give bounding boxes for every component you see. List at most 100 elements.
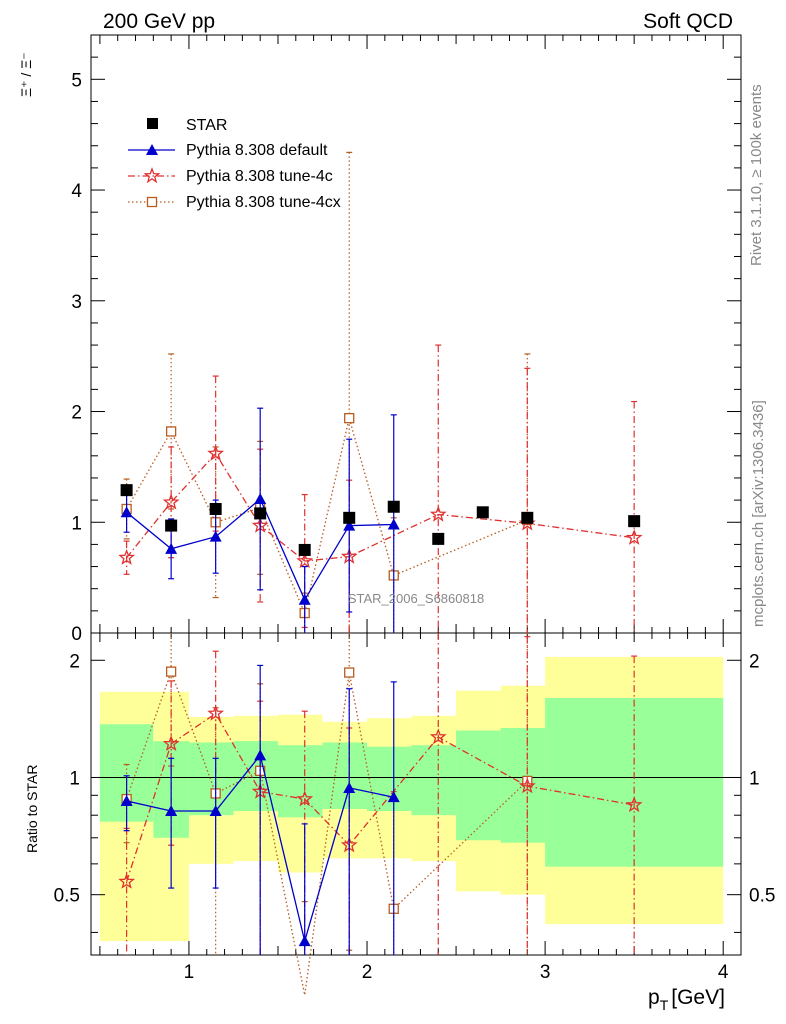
data-point (343, 519, 356, 531)
band-inner-bin (188, 742, 234, 816)
series-pythia-8-308-default (120, 664, 400, 955)
data-point (209, 805, 222, 817)
data-point (343, 511, 356, 524)
data-point (628, 515, 641, 528)
data-point (165, 426, 177, 437)
ratio-y-tick-label-right: 2 (749, 651, 760, 672)
data-point (162, 493, 180, 510)
data-point (343, 781, 356, 793)
band-inner-bin (277, 745, 323, 818)
data-point (118, 548, 136, 565)
data-point (344, 413, 355, 424)
x-tick-label: 4 (718, 962, 729, 983)
data-point (521, 511, 534, 524)
data-point (254, 507, 267, 520)
analysis-watermark: STAR_2006_S6860818 (348, 591, 484, 606)
axis-ticks (91, 34, 741, 955)
data-point (165, 519, 178, 532)
legend-label-star: STAR (186, 117, 227, 134)
ratio-y-tick-label-left: 1 (69, 768, 80, 789)
series-star (120, 484, 641, 556)
data-point (207, 704, 225, 721)
data-point (120, 506, 133, 518)
data-point (298, 935, 311, 947)
data-point (165, 542, 178, 554)
main-y-axis-label: Ξ⁺ / Ξ⁻ (18, 52, 34, 97)
ratio-y-tick-label-right: 0.5 (749, 886, 775, 907)
series-line (126, 452, 635, 562)
legend-marker-star (147, 118, 158, 129)
main-y-tick-label: 0 (71, 624, 82, 645)
data-point (625, 528, 643, 545)
ratio-y-tick-label-left: 0.5 (54, 886, 80, 907)
axis-tick-labels: 1 2 3 4 0 1 2 3 4 5 0.5 0.5 1 1 2 2 (54, 70, 776, 983)
series-pythia-8-308-default (120, 407, 400, 633)
data-point (432, 532, 445, 545)
main-y-tick-label: 1 (71, 513, 82, 534)
band-inner-bin (411, 745, 457, 816)
data-point (298, 543, 311, 556)
band-inner-bin (456, 730, 501, 841)
data-point (296, 552, 314, 569)
ratio-y-tick-label-right: 1 (749, 768, 760, 789)
rivet-version-label: Rivet 3.1.10, ≥ 100k events (748, 84, 765, 266)
data-point (165, 805, 178, 817)
data-point (518, 777, 536, 794)
data-point (207, 444, 225, 461)
data-point (387, 518, 400, 530)
data-point (296, 790, 314, 807)
x-tick-label: 2 (362, 962, 373, 983)
series-line (125, 669, 528, 996)
legend-label-tune4cx: Pythia 8.308 tune-4cx (186, 194, 341, 211)
data-point (429, 505, 447, 522)
data-point (165, 666, 177, 677)
data-point (298, 593, 311, 605)
data-point (209, 530, 222, 542)
legend-star-shape (143, 167, 161, 184)
legend-marker-default (146, 144, 158, 155)
main-y-tick-label: 4 (71, 181, 82, 202)
main-y-tick-label: 5 (71, 70, 82, 91)
legend-entry-tune4c: Pythia 8.308 tune-4c (128, 167, 333, 185)
header-right-label: Soft QCD (643, 10, 733, 33)
ratio-uncertainty-bands (99, 656, 724, 942)
ratio-y-axis-label: Ratio to STAR (24, 765, 40, 853)
series-line (126, 418, 528, 616)
ratio-plot-frame (90, 632, 742, 956)
data-point (429, 728, 447, 745)
data-point (387, 500, 400, 513)
data-point (625, 796, 643, 813)
legend-label-tune4c: Pythia 8.308 tune-4c (186, 168, 333, 185)
legend-entry-star: STAR (147, 117, 227, 134)
main-y-tick-label: 3 (71, 292, 82, 313)
data-point (118, 872, 136, 889)
ratio-panel-series (118, 633, 643, 996)
ratio-y-tick-label-left: 2 (69, 651, 80, 672)
legend-label-default: Pythia 8.308 default (186, 142, 328, 159)
data-point (344, 667, 355, 678)
series-pythia-8-308-tune-4c (118, 344, 643, 633)
data-point (254, 749, 267, 761)
x-axis-label: pT [GeV] (648, 986, 725, 1013)
main-y-tick-label: 2 (71, 403, 82, 424)
legend: STAR Pythia 8.308 default Pythia 8.308 t… (128, 117, 341, 211)
data-point (254, 493, 267, 505)
mcplots-reference-label: mcplots.cern.ch [arXiv:1306.3436] (750, 400, 767, 627)
data-point (209, 502, 222, 515)
x-tick-label: 1 (184, 962, 195, 983)
x-tick-label: 3 (540, 962, 551, 983)
series-pythia-8-308-tune-4cx (121, 151, 533, 633)
legend-entry-tune4cx: Pythia 8.308 tune-4cx (128, 194, 341, 211)
data-point (120, 795, 133, 807)
main-panel-series (118, 151, 643, 633)
data-point (387, 791, 400, 803)
legend-marker-tune4c (143, 167, 161, 184)
data-point (162, 735, 180, 751)
legend-marker-tune4cx (146, 196, 158, 208)
band-inner-bin (322, 742, 368, 809)
data-point (120, 484, 133, 497)
data-point (476, 506, 489, 519)
legend-entry-default: Pythia 8.308 default (128, 142, 328, 159)
header-left-label: 200 GeV pp (103, 10, 215, 33)
